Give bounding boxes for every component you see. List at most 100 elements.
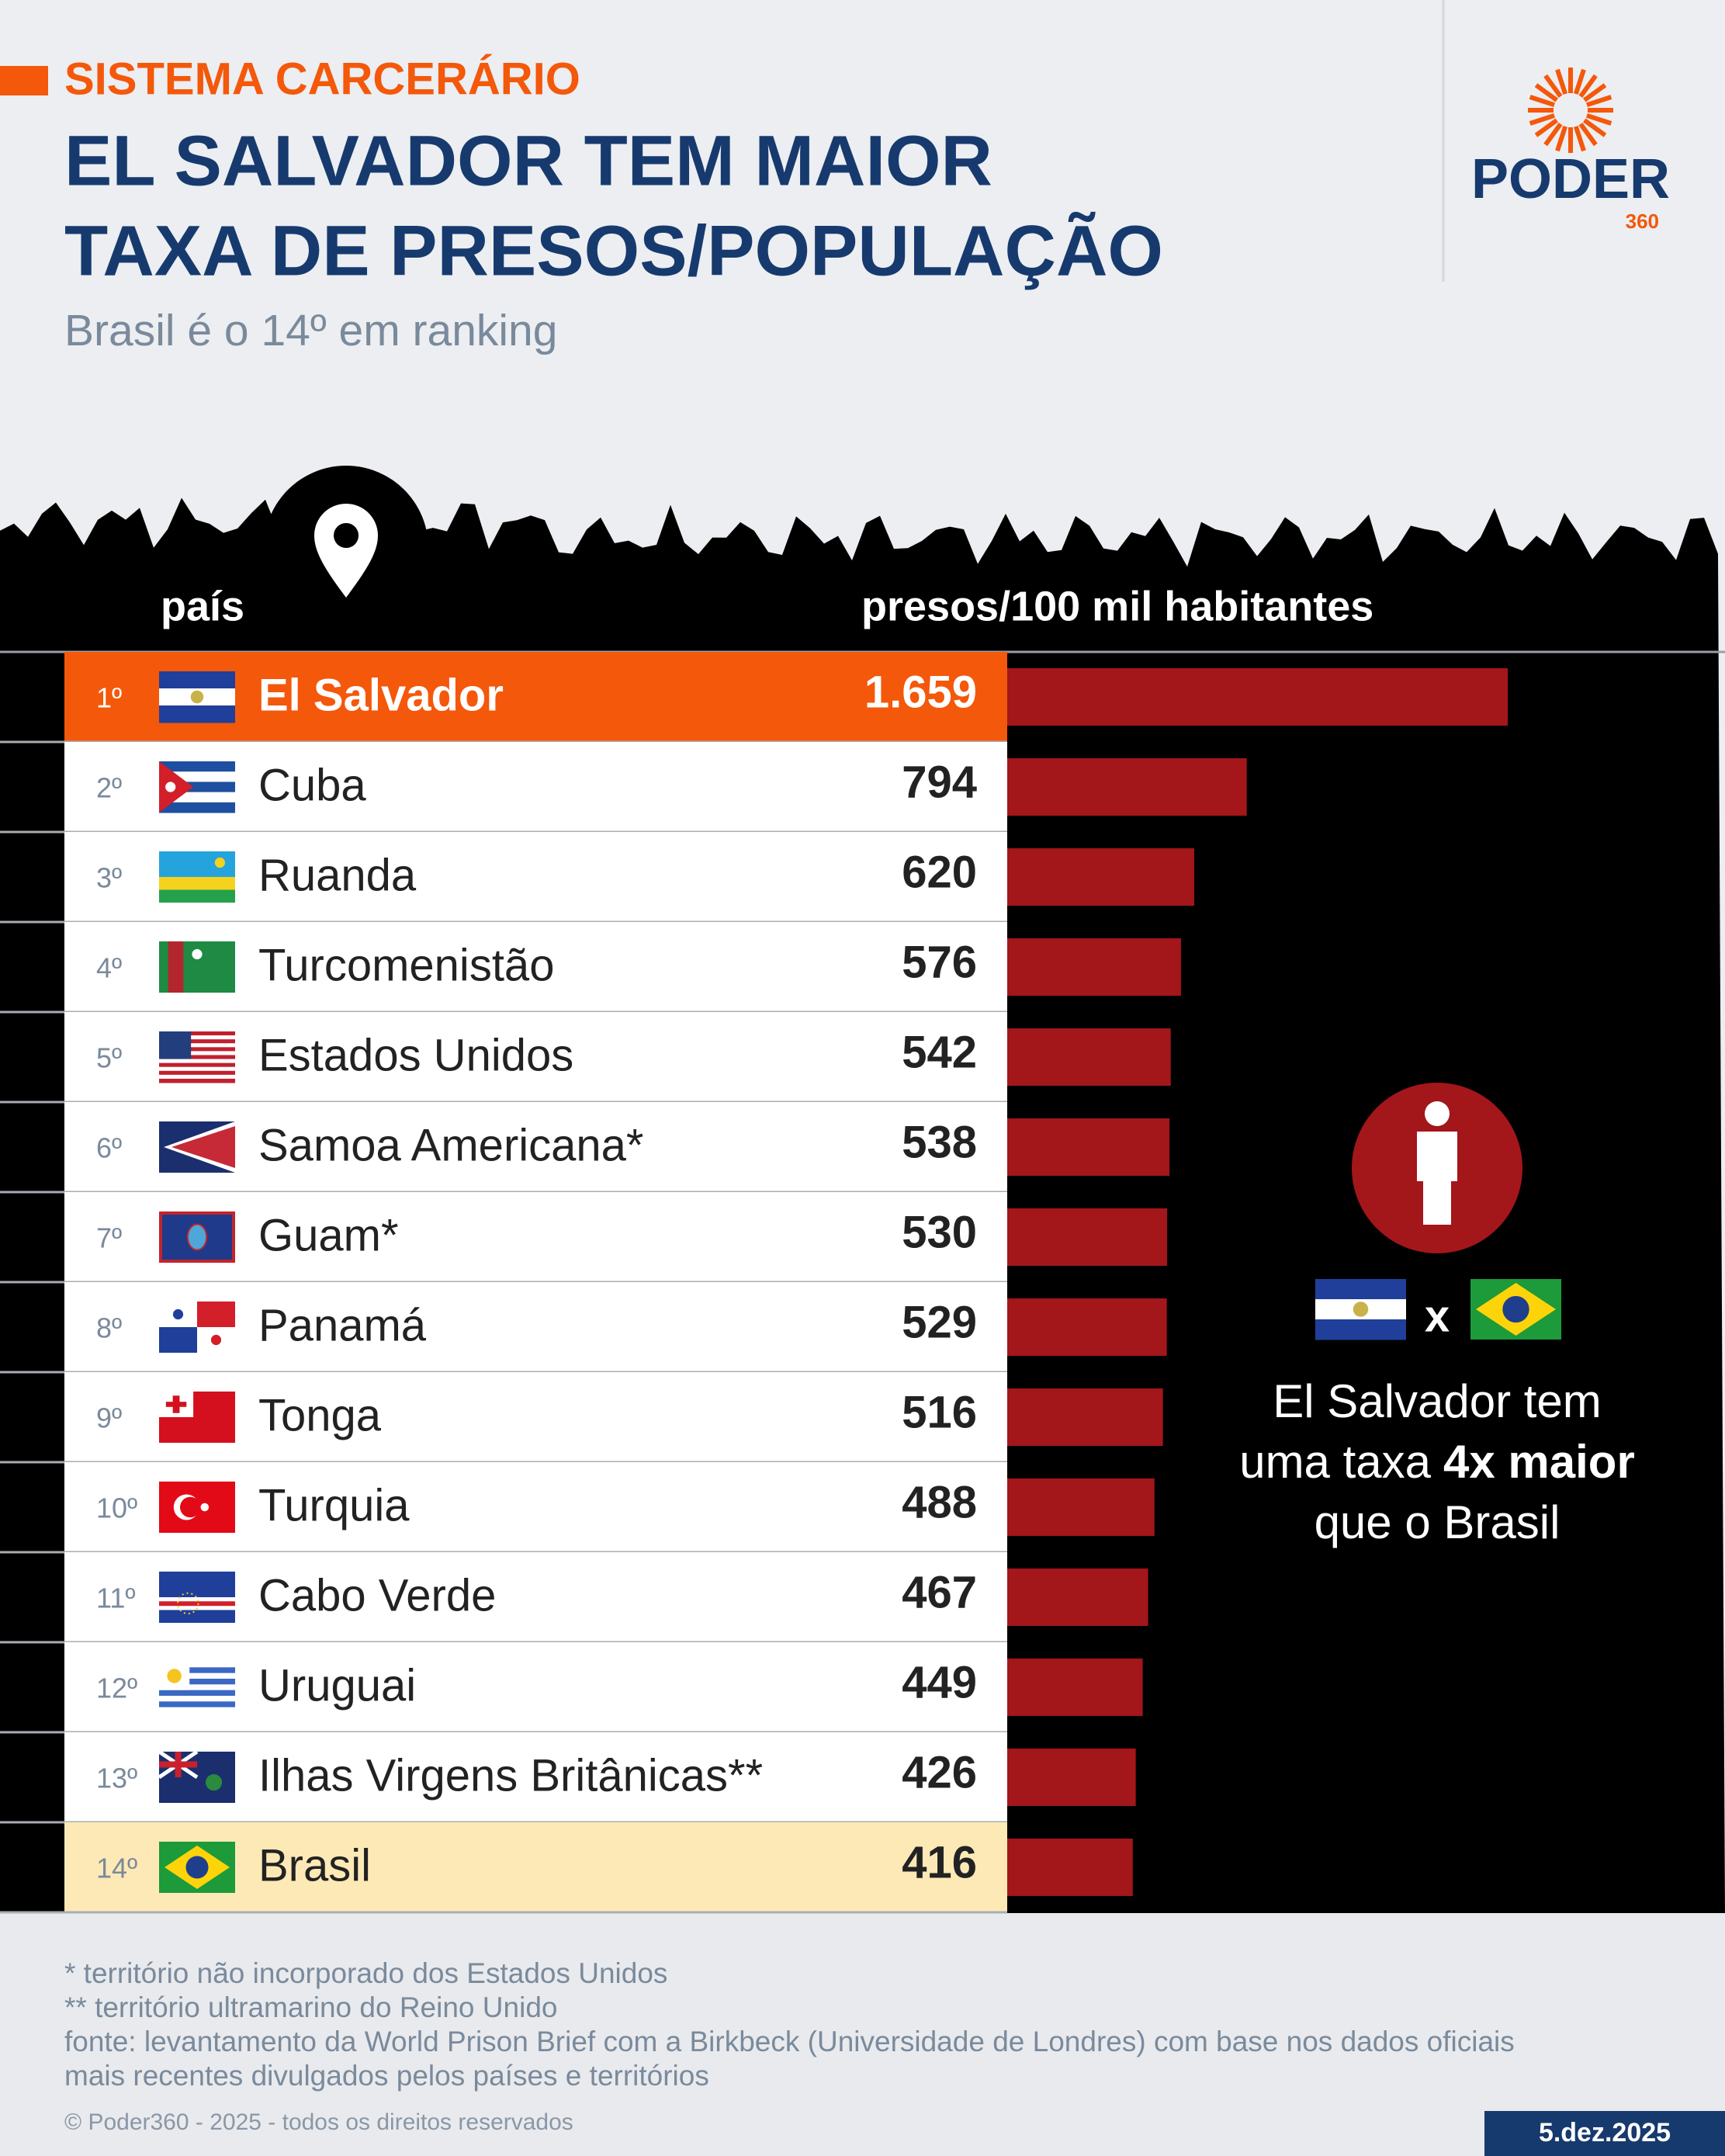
bar [1007,938,1181,996]
flag-stripe [159,889,235,903]
flag-stripe [159,671,235,689]
value-label: 576 [902,937,977,987]
flag-emblem [190,690,204,704]
bar [1007,758,1247,816]
flag [159,1302,235,1353]
kicker: SISTEMA CARCERÁRIO [64,54,580,104]
value-label: 1.659 [864,667,977,717]
date: 5.dez.2025 [1539,2118,1671,2147]
flag [1470,1279,1561,1340]
sun-ray [1583,118,1607,137]
rank: 7º [96,1222,122,1254]
bar [1007,1749,1136,1806]
flag [159,1662,235,1714]
category-header: país [161,583,244,629]
subtitle: Brasil é o 14º em ranking [64,306,557,355]
flag [158,1749,235,1803]
flag [159,1121,235,1173]
rank: 13º [96,1763,137,1794]
category-label: Guam* [258,1210,399,1260]
flag-stripe [1315,1279,1406,1300]
flag-stripe [159,1672,235,1679]
category-label: Cuba [258,760,366,810]
flag-stripe [159,1047,235,1052]
flag-triangle [171,1126,235,1168]
copyright: © Poder360 - 2025 - todos os direitos re… [64,2109,573,2135]
flag [159,1211,235,1263]
bar [1007,1659,1143,1716]
flag-q [159,1327,197,1353]
value-label: 542 [902,1027,977,1077]
pin-icon [314,504,378,598]
sun-ray [1534,83,1558,102]
flag-stripe [159,1055,235,1060]
category-label: Samoa Americana* [258,1120,643,1170]
value-label: 529 [902,1297,977,1347]
logo-name: PODER [1471,148,1670,210]
flag-stripe [159,1043,235,1048]
rank: 12º [96,1672,137,1704]
value-label: 416 [902,1837,977,1887]
flag-stripe [159,1690,235,1697]
category-label: Uruguai [258,1660,416,1711]
flag-cross [165,1402,187,1407]
flag [159,671,235,723]
flag-stripe [159,1696,235,1702]
flag-globe [1502,1295,1529,1323]
value-header: presos/100 mil habitantes [861,583,1373,629]
flag-stripe [159,1601,235,1607]
footnote: * território não incorporado dos Estados… [64,1957,667,1989]
annotation-bold: 4x maior [1443,1436,1635,1488]
rank: 3º [96,862,122,894]
flag-star [200,1503,210,1512]
value-label: 538 [902,1117,977,1167]
flag-stripe [159,1701,235,1708]
bar [1007,1028,1171,1086]
flag-star [172,1309,184,1320]
sun-ray [1543,123,1563,147]
flag-stripe [159,877,235,890]
sun-ray [1543,74,1563,98]
flag-canton [159,1031,192,1059]
rank: 11º [96,1582,136,1614]
kicker-marker [0,66,48,95]
flag-stripe [159,1662,235,1668]
rank: 8º [96,1312,122,1344]
flag-badge [206,1774,223,1791]
value-label: 449 [902,1657,977,1707]
value-label: 794 [902,757,977,807]
category-label: Cabo Verde [258,1570,496,1620]
flag-q [197,1302,235,1327]
flag-sun [214,857,225,868]
flag-star [165,782,176,792]
category-label: Tonga [258,1390,382,1440]
rank: 14º [96,1853,137,1884]
flag [159,1031,235,1083]
sun-ray [1573,125,1586,152]
flag [1315,1279,1406,1340]
value-label: 620 [902,847,977,897]
flag [159,1392,235,1443]
category-label: Ruanda [258,850,417,900]
flag-stripe [159,1684,235,1691]
comparison-flags [1315,1279,1561,1340]
rank: 6º [96,1132,122,1164]
flag-stripe [159,1078,235,1083]
flag-star [210,1334,222,1346]
title-line: TAXA DE PRESOS/POPULAÇÃO [64,210,1163,290]
sun-ray [1529,95,1556,108]
category-label: Turquia [258,1480,410,1530]
sun-ray [1578,123,1598,147]
rank: 9º [96,1402,122,1434]
category-label: Brasil [258,1840,371,1891]
sun-ray [1555,68,1568,95]
flag-stripe [159,1051,235,1055]
category-label: El Salvador [258,670,504,720]
flag [159,761,235,813]
flag [159,851,235,903]
flag-emblem [1353,1302,1369,1317]
flag-stripe [159,761,235,772]
rank: 5º [96,1042,122,1074]
flag-stripe [159,1031,235,1036]
